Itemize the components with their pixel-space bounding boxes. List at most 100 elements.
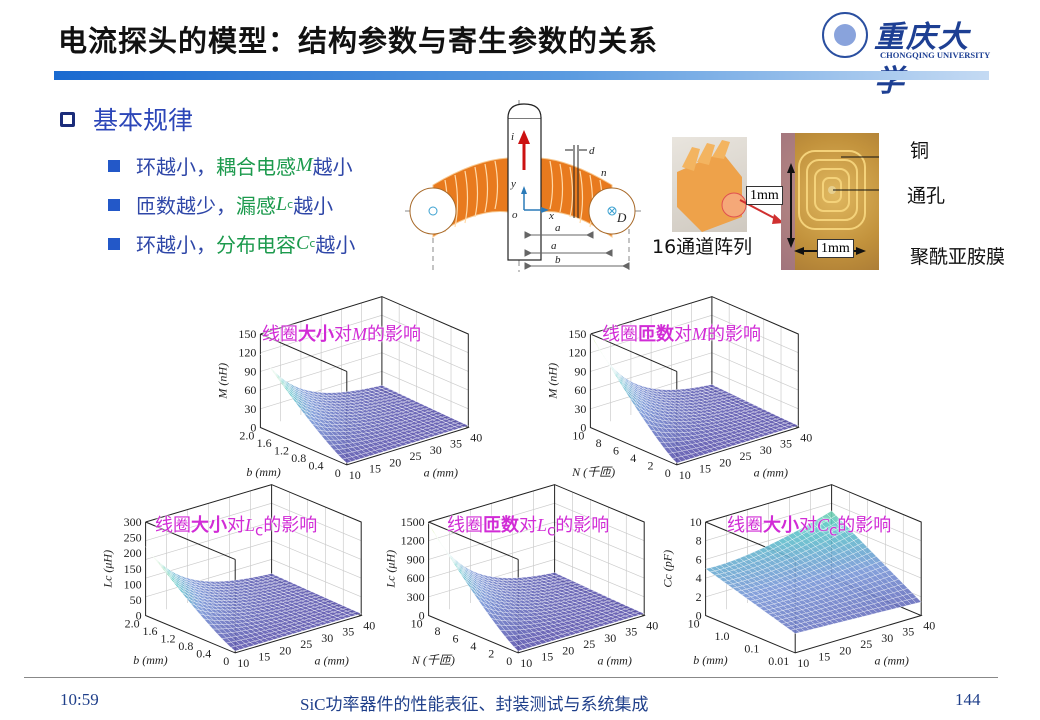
x-tick-label: 15	[699, 462, 711, 476]
x-tick-label: 10	[349, 468, 361, 482]
square-bullet-icon	[108, 159, 120, 172]
coil-diameter-label: D	[616, 210, 627, 225]
chart-size-vs-Lc: 0 50 100 150 200 250 300 10 15 20 25 30 35 40 0 0.4 0.8 1…	[101, 484, 392, 670]
square-bullet-icon	[108, 237, 120, 250]
origin-label: o	[512, 209, 518, 221]
y-tick-label: 1.2	[160, 631, 175, 645]
x-tick-label: 30	[321, 631, 333, 645]
chart-title: 线圈匝数对M的影响	[602, 324, 761, 345]
x-tick-label: 35	[780, 437, 792, 451]
footer-time: 10:59	[60, 690, 99, 709]
current-label: i	[511, 131, 514, 143]
z-tick-label: 200	[124, 546, 142, 560]
y-tick-label: 1.6	[257, 436, 272, 450]
x-tick-label: 10	[679, 468, 691, 482]
y-tick-label: 6	[613, 443, 619, 457]
inner-radius-label: a	[555, 222, 561, 234]
y-axis-label: y	[510, 178, 516, 190]
z-tick-label: 50	[130, 593, 142, 607]
z-tick-label: 0	[250, 421, 256, 435]
chart-title: 线圈大小对Lc的影响	[155, 515, 318, 540]
chart-title: 线圈匝数对Lc的影响	[447, 515, 610, 540]
hollow-square-bullet-icon	[60, 111, 75, 127]
x-tick-label: 35	[450, 437, 462, 451]
x-tick-label: 25	[860, 637, 872, 651]
x-tick-label: 40	[470, 431, 482, 445]
z-tick-label: 60	[244, 383, 256, 397]
y-tick-label: 0	[665, 466, 671, 480]
x-tick-label: 40	[363, 619, 375, 633]
x-tick-label: 20	[389, 455, 401, 469]
y-tick-label: 10	[411, 617, 423, 631]
wire-diameter-label: d	[589, 145, 595, 157]
z-axis-label: Cc (pF)	[661, 550, 675, 588]
x-axis-label: a (mm)	[315, 653, 349, 667]
x-tick-label: 10	[237, 656, 249, 670]
x-tick-label: 20	[562, 643, 574, 657]
rule-highlight: 耦合电感	[216, 155, 296, 179]
z-tick-label: 6	[696, 552, 702, 566]
x-tick-label: 30	[760, 443, 772, 457]
y-tick-label: 8	[596, 436, 602, 450]
x-tick-label: 20	[839, 643, 851, 657]
rule-highlight: 分布电容	[216, 233, 296, 257]
y-tick-label: 0.4	[196, 646, 211, 660]
z-tick-label: 8	[696, 534, 702, 548]
surface-plot-svg: 0 2 4 6 8 10 10 15 20 25 30 35 40 0.01 0.1 1.0 10 a (mm) b…	[661, 484, 935, 670]
university-logo: 重庆大学 CHONGQING UNIVERSITY	[822, 10, 992, 99]
via-label: 通孔	[907, 185, 946, 207]
x-tick-label: 25	[410, 449, 422, 463]
x-tick-label: 40	[923, 619, 935, 633]
x-tick-label: 15	[369, 462, 381, 476]
y-tick-label: 4	[470, 639, 476, 653]
y-tick-label: 0	[223, 654, 229, 668]
y-axis-label: b (mm)	[693, 653, 727, 667]
z-axis-label: M (nH)	[545, 363, 559, 400]
x-axis-label: x	[548, 210, 554, 222]
university-seal-icon	[822, 12, 868, 58]
z-tick-label: 600	[407, 571, 425, 585]
y-tick-label: 2	[648, 458, 654, 472]
turns-label: n	[601, 167, 607, 179]
footer-divider	[24, 677, 998, 678]
rule-suffix: 越小	[315, 233, 356, 257]
x-tick-label: 30	[881, 631, 893, 645]
z-tick-label: 120	[568, 346, 586, 360]
polyimide-label: 聚酰亚胺膜	[910, 246, 1006, 268]
rule-prefix: 环越小，	[136, 233, 216, 257]
rule-symbol: M	[296, 154, 313, 176]
rule-suffix: 越小	[293, 194, 334, 218]
y-tick-label: 10	[688, 617, 700, 631]
logo-chinese-name: 重庆大学	[874, 20, 970, 99]
rule-symbol: C	[296, 232, 310, 254]
y-tick-label: 0.1	[744, 641, 759, 655]
y-tick-label: 6	[452, 631, 458, 645]
z-tick-label: 150	[124, 562, 142, 576]
x-tick-label: 30	[430, 443, 442, 457]
z-tick-label: 1500	[401, 515, 425, 529]
z-tick-label: 120	[238, 346, 256, 360]
rule-symbol-subscript: c	[287, 198, 294, 211]
z-tick-label: 90	[574, 364, 586, 378]
z-tick-label: 250	[124, 531, 142, 545]
horizontal-scale-label: 1mm	[817, 239, 854, 258]
x-tick-label: 15	[541, 650, 553, 664]
x-tick-label: 40	[646, 619, 658, 633]
z-axis-label: M (nH)	[215, 363, 229, 400]
surface-plot-svg: 0 30 60 90 120 150 10 15 20 25 30 35 40 0 0.40.81.21.6…	[215, 296, 482, 482]
z-tick-label: 0	[136, 609, 142, 623]
x-tick-label: 20	[279, 643, 291, 657]
z-tick-label: 100	[124, 577, 142, 591]
rule-symbol: L	[276, 193, 288, 215]
title-underline-bar	[54, 71, 989, 80]
x-tick-label: 10	[520, 656, 532, 670]
x-tick-label: 25	[740, 449, 752, 463]
x-tick-label: 15	[258, 650, 270, 664]
chart-size-vs-M: 0 30 60 90 120 150 10 15 20 25 30 35 40 0 0.4 0.8 1.2 1.6…	[215, 296, 498, 482]
y-tick-label: 1.2	[274, 443, 289, 457]
chart-turns-vs-M: 0 30 60 90 120 150 10 15 20 25 30 35 40 0 2 4 6 8 10 a (mm)…	[545, 296, 828, 482]
y-tick-label: 4	[630, 451, 636, 465]
